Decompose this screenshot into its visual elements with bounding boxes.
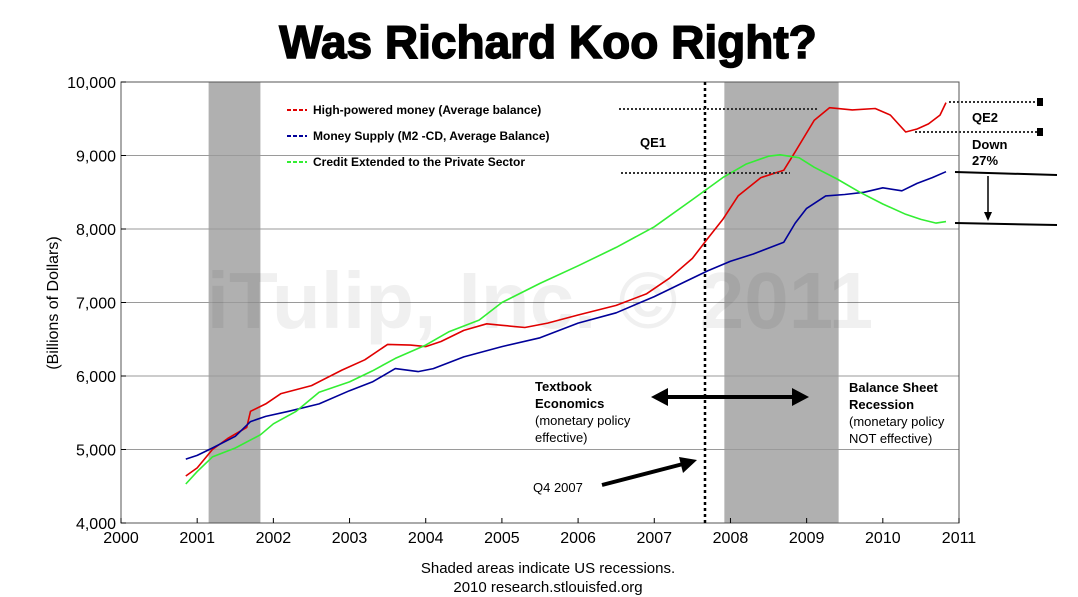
series-line-1	[185, 102, 947, 477]
y-tick-label: 6,000	[76, 369, 116, 386]
qe1-label: QE1	[640, 135, 666, 150]
legend-label-1: High-powered money (Average balance)	[313, 103, 541, 117]
q4-arrow-head	[679, 457, 697, 473]
textbook-line-2: Economics	[535, 396, 604, 411]
watermark: iTulip, Inc. © 2011	[207, 256, 874, 345]
textbook-line-3: (monetary policy	[535, 413, 631, 428]
qe2-bottom-cap	[1037, 128, 1043, 136]
chart-title: Was Richard Koo Right?	[279, 16, 817, 68]
y-tick-label: 5,000	[76, 443, 116, 460]
down-label-1: Down	[972, 137, 1007, 152]
x-tick-label: 2003	[332, 530, 368, 547]
down-label-2: 27%	[972, 153, 998, 168]
x-tick-label: 2007	[636, 530, 672, 547]
bsr-line-2: Recession	[849, 397, 914, 412]
x-tick-label: 2002	[256, 530, 292, 547]
textbook-line-4: effective)	[535, 430, 588, 445]
y-tick-label: 7,000	[76, 296, 116, 313]
x-tick-label: 2008	[713, 530, 749, 547]
double-arrow-right-head	[792, 388, 809, 406]
x-tick-label: 2006	[560, 530, 596, 547]
source-line-2: 2010 research.stlouisfed.org	[453, 579, 642, 596]
double-arrow-left-head	[651, 388, 668, 406]
x-tick-label: 2009	[789, 530, 825, 547]
down-bottom-line	[954, 222, 1058, 226]
y-tick-label: 9,000	[76, 149, 116, 166]
x-tick-label: 2010	[865, 530, 901, 547]
source-line-1: Shaded areas indicate US recessions.	[421, 560, 675, 577]
x-tick-label: 2005	[484, 530, 520, 547]
qe2-top-cap	[1037, 98, 1043, 106]
q4-arrow-shaft	[601, 462, 684, 487]
qe2-label: QE2	[972, 110, 998, 125]
down-top-line	[954, 171, 1058, 176]
bsr-line-4: NOT effective)	[849, 431, 932, 446]
legend-label-3: Credit Extended to the Private Sector	[313, 155, 525, 169]
x-tick-label: 2001	[179, 530, 215, 547]
x-tick-label: 2011	[942, 530, 977, 547]
down-arrow-head	[984, 212, 992, 221]
y-tick-label: 4,000	[76, 516, 116, 533]
q4-label: Q4 2007	[533, 480, 583, 495]
x-tick-label: 2000	[103, 530, 139, 547]
series-line-3	[185, 154, 947, 485]
legend-label-2: Money Supply (M2 -CD, Average Balance)	[313, 129, 550, 143]
y-tick-label: 8,000	[76, 222, 116, 239]
y-axis-label: (Billions of Dollars)	[45, 236, 62, 369]
textbook-line-1: Textbook	[535, 379, 593, 394]
bsr-line-1: Balance Sheet	[849, 380, 939, 395]
y-tick-label: 10,000	[67, 75, 116, 92]
bsr-line-3: (monetary policy	[849, 414, 945, 429]
x-tick-label: 2004	[408, 530, 444, 547]
series-line-2	[185, 170, 947, 460]
